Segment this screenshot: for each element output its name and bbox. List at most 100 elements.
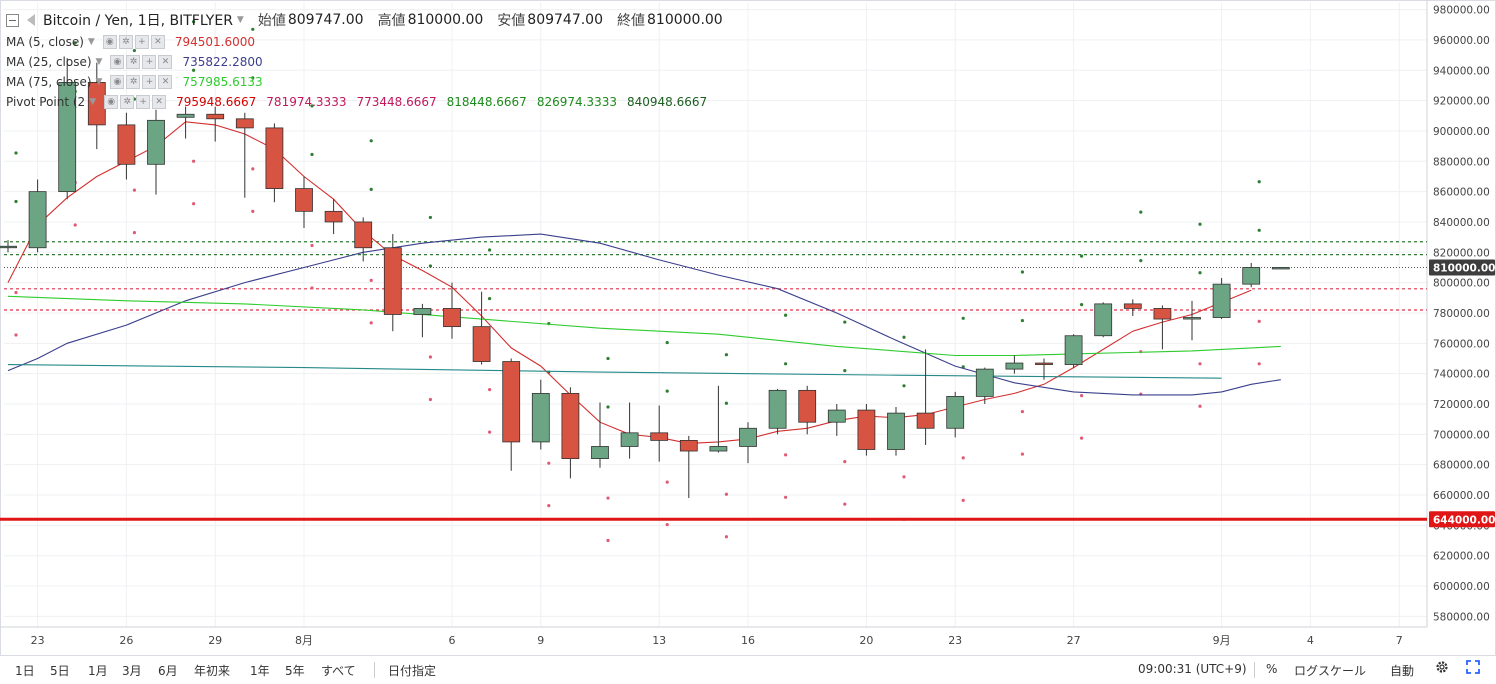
chevron-down-icon[interactable]: ▼ bbox=[236, 15, 244, 25]
candle-down[interactable] bbox=[561, 392, 580, 460]
fullscreen-icon[interactable] bbox=[1466, 660, 1480, 674]
more-icon[interactable]: + bbox=[142, 75, 157, 89]
chevron-down-icon[interactable]: ▼ bbox=[89, 97, 97, 107]
more-icon[interactable]: + bbox=[142, 55, 157, 69]
close-icon[interactable]: ✕ bbox=[158, 55, 173, 69]
pivot-dot bbox=[1198, 271, 1202, 275]
candle-down[interactable] bbox=[502, 361, 521, 443]
log-scale-toggle[interactable]: ログスケール bbox=[1294, 664, 1367, 678]
candle-down[interactable] bbox=[857, 409, 876, 450]
candle-down[interactable] bbox=[383, 247, 402, 315]
candle-down[interactable] bbox=[650, 432, 669, 441]
range-button[interactable]: 1年 bbox=[250, 664, 270, 678]
indicator-value: 773448.6667 bbox=[356, 95, 437, 109]
range-button[interactable]: 1月 bbox=[88, 664, 108, 678]
candle-up[interactable] bbox=[531, 392, 550, 443]
auto-scale-toggle[interactable]: 自動 bbox=[1390, 664, 1415, 678]
range-button[interactable]: 5年 bbox=[285, 664, 305, 678]
candle-down[interactable] bbox=[443, 308, 461, 328]
pivot-dot bbox=[843, 320, 847, 324]
candle-down[interactable] bbox=[916, 412, 935, 429]
pivot-dot bbox=[1198, 362, 1202, 366]
candle-down[interactable] bbox=[1035, 362, 1053, 365]
range-button[interactable]: 1日 bbox=[15, 664, 35, 678]
close-icon[interactable]: ✕ bbox=[152, 95, 167, 109]
candle-down[interactable] bbox=[1153, 308, 1172, 320]
candle-up[interactable] bbox=[887, 412, 905, 450]
chevron-down-icon[interactable]: ▼ bbox=[95, 77, 103, 87]
candle-up[interactable] bbox=[28, 191, 47, 249]
candle-up[interactable] bbox=[1005, 362, 1024, 370]
pivot-dot bbox=[1080, 254, 1084, 258]
candle-up[interactable] bbox=[709, 446, 728, 452]
candle-up[interactable] bbox=[147, 119, 165, 165]
candle-down[interactable] bbox=[295, 188, 313, 212]
chevron-down-icon[interactable]: ▼ bbox=[87, 37, 95, 47]
candle-up[interactable] bbox=[739, 427, 757, 447]
moving-average-line bbox=[7, 364, 1222, 379]
close-icon[interactable]: ✕ bbox=[150, 35, 165, 49]
candle-up[interactable] bbox=[176, 113, 195, 118]
symbol-title[interactable]: Bitcoin / Yen, 1日, BITFLYER bbox=[43, 13, 233, 29]
flag-icon[interactable] bbox=[27, 14, 35, 26]
more-icon[interactable]: + bbox=[136, 95, 151, 109]
date-select-button[interactable]: 日付指定 bbox=[388, 664, 437, 678]
candle-down[interactable] bbox=[354, 221, 373, 249]
chevron-down-icon[interactable]: ▼ bbox=[95, 57, 103, 67]
pivot-dot bbox=[14, 290, 18, 295]
candle-up[interactable] bbox=[1242, 267, 1261, 285]
settings-icon[interactable]: ✲ bbox=[118, 35, 133, 49]
candle-down[interactable] bbox=[798, 389, 817, 423]
settings-icon[interactable]: ✲ bbox=[126, 75, 141, 89]
range-button[interactable]: 5日 bbox=[50, 664, 70, 678]
candle-up[interactable] bbox=[1094, 303, 1113, 337]
candle-down[interactable] bbox=[235, 118, 254, 129]
close-icon[interactable]: ✕ bbox=[158, 75, 173, 89]
eye-icon[interactable]: ◉ bbox=[110, 55, 125, 69]
pivot-dot bbox=[488, 248, 492, 252]
settings-icon[interactable]: ✲ bbox=[126, 55, 141, 69]
candle-up[interactable] bbox=[975, 368, 994, 397]
candle-up[interactable] bbox=[1183, 317, 1201, 320]
candle-up[interactable] bbox=[827, 409, 846, 423]
chart-canvas[interactable]: 23 26 29 8月 6 9 13 16 20 23 27 9月 4 7 580000.00 600000.… bbox=[0, 0, 1496, 655]
candle-down[interactable] bbox=[1123, 303, 1142, 309]
candle-down[interactable] bbox=[472, 326, 491, 362]
range-button[interactable]: 3月 bbox=[122, 664, 142, 678]
range-button[interactable]: 年初来 bbox=[194, 664, 231, 678]
indicator-name[interactable]: MA (25, close) bbox=[6, 55, 92, 69]
more-icon[interactable]: + bbox=[134, 35, 149, 49]
eye-icon[interactable]: ◉ bbox=[110, 75, 125, 89]
candle-up[interactable] bbox=[0, 245, 17, 249]
candle-up[interactable] bbox=[413, 308, 432, 315]
candle-up[interactable] bbox=[591, 446, 609, 460]
collapse-icon[interactable] bbox=[6, 13, 19, 27]
candle-up[interactable] bbox=[768, 389, 787, 429]
eye-icon[interactable]: ◉ bbox=[102, 35, 117, 49]
candle-up[interactable] bbox=[1064, 335, 1083, 365]
candle-down[interactable] bbox=[206, 113, 225, 120]
x-tick-label: 8月 bbox=[295, 634, 313, 647]
eye-icon[interactable]: ◉ bbox=[104, 95, 119, 109]
indicator-name[interactable]: Pivot Point (2 bbox=[6, 95, 86, 109]
pivot-dot bbox=[251, 27, 255, 31]
pivot-dot bbox=[902, 384, 906, 388]
candle-down[interactable] bbox=[324, 210, 343, 223]
percent-toggle[interactable]: % bbox=[1266, 662, 1278, 676]
range-button[interactable]: すべて bbox=[321, 664, 356, 678]
range-button[interactable]: 6月 bbox=[158, 664, 178, 678]
y-tick-label: 860000.00 bbox=[1433, 187, 1490, 199]
candle-up[interactable] bbox=[946, 396, 965, 429]
candle-down[interactable] bbox=[679, 440, 698, 452]
indicator-name[interactable]: MA (75, close) bbox=[6, 75, 92, 89]
candle-up[interactable] bbox=[1212, 283, 1231, 318]
settings-icon[interactable]: ✲ bbox=[120, 95, 135, 109]
candle-down[interactable] bbox=[265, 127, 284, 189]
candle-up[interactable] bbox=[58, 82, 77, 193]
candle-down[interactable] bbox=[117, 124, 136, 165]
candle-up[interactable] bbox=[1271, 267, 1290, 270]
indicator-name[interactable]: MA (5, close) bbox=[6, 35, 84, 49]
indicator-controls: ◉ ✲ + ✕ bbox=[104, 95, 168, 109]
gear-icon[interactable] bbox=[1435, 660, 1449, 674]
candle-up[interactable] bbox=[620, 432, 639, 447]
